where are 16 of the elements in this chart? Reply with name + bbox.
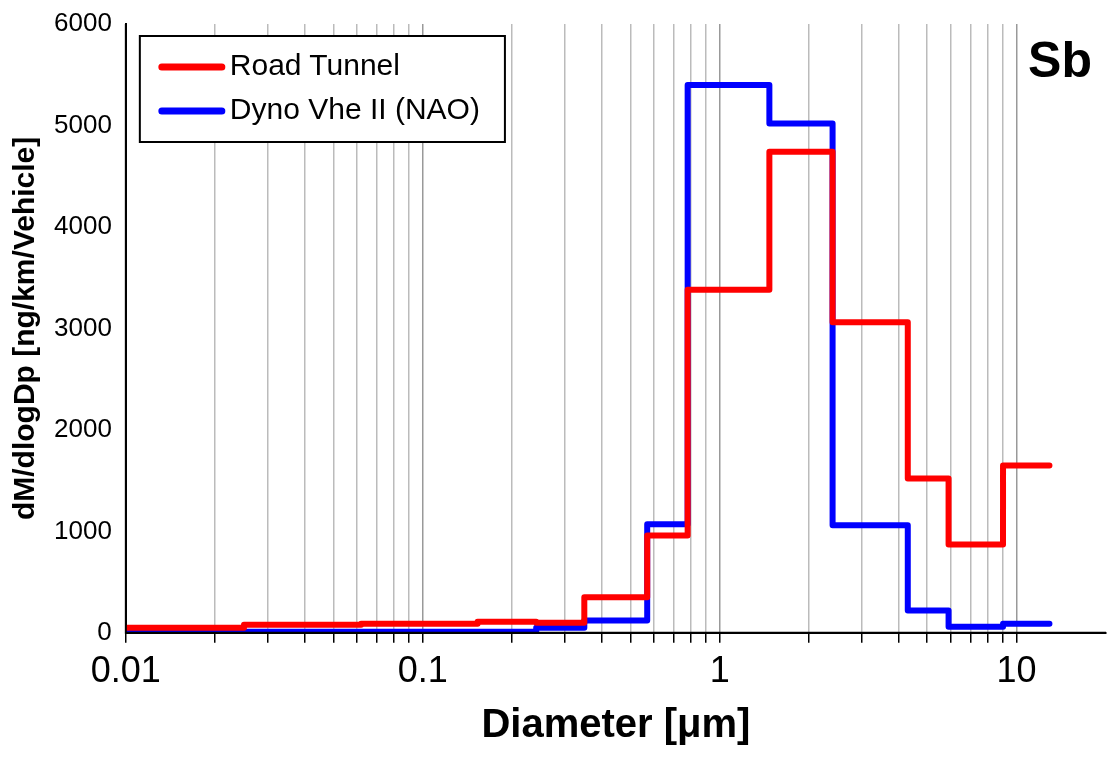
legend-label: Road Tunnel — [229, 48, 400, 82]
x-tick-label: 1 — [709, 649, 730, 691]
y-tick-label: 6000 — [54, 7, 112, 38]
y-tick-label: 5000 — [54, 108, 112, 139]
y-tick-label: 3000 — [54, 311, 112, 342]
y-axis-title: dM/dlogDp [ng/km/Vehicle] — [7, 136, 41, 521]
x-tick-label: 0.01 — [90, 649, 161, 691]
y-tick-label: 4000 — [54, 210, 112, 241]
y-tick-label: 0 — [97, 615, 112, 646]
legend-label: Dyno Vhe II (NAO) — [229, 92, 480, 126]
x-tick-label: 0.1 — [397, 649, 448, 691]
x-axis-title: Diameter [μm] — [481, 701, 751, 746]
chart-title: Sb — [1028, 31, 1092, 88]
y-tick-label: 1000 — [54, 514, 112, 545]
y-tick-label: 2000 — [54, 413, 112, 444]
x-tick-label: 10 — [996, 649, 1037, 691]
